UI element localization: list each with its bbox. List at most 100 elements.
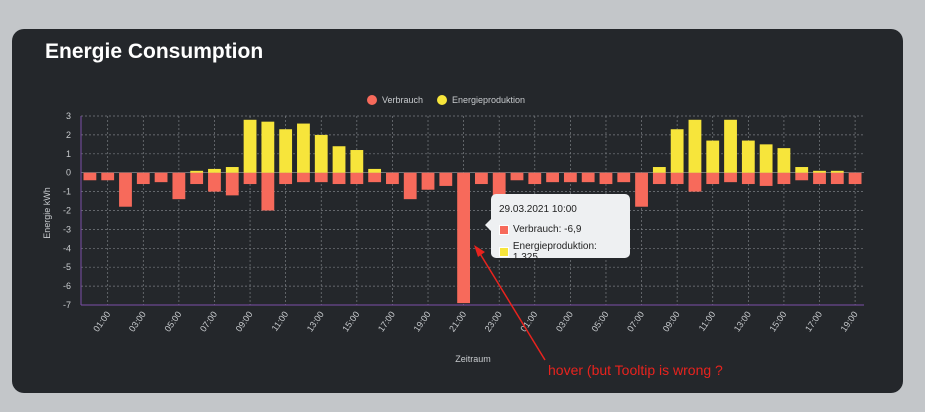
x-tick-label: 13:00 xyxy=(305,309,326,333)
bar-energieproduktion[interactable] xyxy=(208,168,221,173)
bar-verbrauch[interactable] xyxy=(759,172,773,186)
bar-verbrauch[interactable] xyxy=(225,172,239,196)
y-tick-label: -2 xyxy=(63,206,71,216)
bar-verbrauch[interactable] xyxy=(688,172,702,192)
bar-verbrauch[interactable] xyxy=(813,172,826,185)
x-tick-labels: 01:00 03:00 05:00 07:00 09:00 11:00 13:00 15:00… xyxy=(91,309,860,333)
bar-energieproduktion[interactable] xyxy=(777,148,791,173)
x-axis-label: Zeitraum xyxy=(455,354,491,364)
bar-verbrauch[interactable] xyxy=(243,172,257,185)
bar-verbrauch[interactable] xyxy=(386,172,399,185)
bar-verbrauch[interactable] xyxy=(510,172,524,181)
bar-verbrauch[interactable] xyxy=(421,172,435,190)
legend-swatch-verbrauch[interactable] xyxy=(367,95,377,105)
bar-energieproduktion[interactable] xyxy=(368,168,382,173)
bar-energieproduktion[interactable] xyxy=(225,167,239,173)
bar-verbrauch[interactable] xyxy=(314,172,328,183)
bar-energieproduktion[interactable] xyxy=(314,134,328,173)
y-tick-label: -3 xyxy=(63,224,71,234)
bar-energieproduktion[interactable] xyxy=(830,170,844,173)
bar-verbrauch[interactable] xyxy=(154,172,168,183)
bar-verbrauch[interactable] xyxy=(457,172,471,304)
bar-verbrauch[interactable] xyxy=(492,172,506,196)
bar-energieproduktion[interactable] xyxy=(759,144,773,173)
tooltip-row-energieproduktion: Energieproduktion: 1,325 xyxy=(499,241,623,263)
bar-verbrauch[interactable] xyxy=(830,172,844,185)
bar-verbrauch[interactable] xyxy=(635,172,648,207)
axes xyxy=(80,116,864,306)
bar-verbrauch[interactable] xyxy=(332,172,346,185)
bar-verbrauch[interactable] xyxy=(795,172,809,181)
y-tick-label: -1 xyxy=(63,187,71,197)
y-tick-label: -6 xyxy=(63,281,71,291)
bar-energieproduktion[interactable] xyxy=(795,167,809,173)
bar-verbrauch[interactable] xyxy=(777,172,791,185)
tooltip-verbrauch-text: Verbrauch: -6,9 xyxy=(513,224,582,235)
bar-verbrauch[interactable] xyxy=(439,172,453,186)
legend[interactable]: Verbrauch Energieproduktion xyxy=(367,95,525,105)
bar-verbrauch[interactable] xyxy=(741,172,755,185)
bar-verbrauch[interactable] xyxy=(528,172,542,185)
bar-verbrauch[interactable] xyxy=(599,172,613,185)
legend-swatch-energieproduktion[interactable] xyxy=(437,95,447,105)
bar-verbrauch[interactable] xyxy=(101,172,115,181)
bar-verbrauch[interactable] xyxy=(83,172,97,181)
y-tick-label: 0 xyxy=(66,168,71,178)
bar-verbrauch[interactable] xyxy=(848,172,862,185)
bar-energieproduktion[interactable] xyxy=(279,129,293,173)
bar-energieproduktion[interactable] xyxy=(190,170,204,173)
x-tick-label: 23:00 xyxy=(483,309,504,333)
bar-energieproduktion[interactable] xyxy=(724,119,737,173)
tooltip-row-verbrauch: Verbrauch: -6,9 xyxy=(499,224,623,235)
bar-verbrauch[interactable] xyxy=(546,172,559,183)
bar-energieproduktion[interactable] xyxy=(813,170,826,173)
x-tick-label: 05:00 xyxy=(162,309,183,333)
y-tick-label: 3 xyxy=(66,111,71,121)
y-tick-label: -7 xyxy=(63,300,71,310)
bar-energieproduktion[interactable] xyxy=(706,140,720,173)
bar-energieproduktion[interactable] xyxy=(243,119,257,173)
x-tick-label: 19:00 xyxy=(839,309,860,333)
bar-verbrauch[interactable] xyxy=(474,172,488,185)
bar-verbrauch[interactable] xyxy=(581,172,595,183)
bar-verbrauch[interactable] xyxy=(119,172,132,207)
tooltip-swatch-energieproduktion xyxy=(499,247,509,257)
bar-verbrauch[interactable] xyxy=(652,172,666,185)
x-tick-label: 17:00 xyxy=(376,309,397,333)
x-tick-label: 03:00 xyxy=(554,309,575,333)
x-tick-label: 03:00 xyxy=(127,309,148,333)
bar-energieproduktion[interactable] xyxy=(652,167,666,173)
bar-verbrauch[interactable] xyxy=(208,172,221,192)
y-axis-label: Energie kWh xyxy=(42,187,52,239)
bar-verbrauch[interactable] xyxy=(706,172,720,185)
bar-verbrauch[interactable] xyxy=(297,172,310,183)
x-tick-label: 01:00 xyxy=(91,309,112,333)
x-tick-label: 07:00 xyxy=(198,309,219,333)
bar-energieproduktion[interactable] xyxy=(670,129,684,173)
bar-energieproduktion[interactable] xyxy=(297,123,310,173)
bar-verbrauch[interactable] xyxy=(136,172,150,185)
bar-energieproduktion[interactable] xyxy=(350,150,364,173)
bar-verbrauch[interactable] xyxy=(279,172,293,185)
bar-verbrauch[interactable] xyxy=(724,172,737,183)
chart-tooltip: 29.03.2021 10:00 Verbrauch: -6,9 Energie… xyxy=(485,194,630,263)
bar-energieproduktion[interactable] xyxy=(261,121,275,173)
bar-verbrauch[interactable] xyxy=(617,172,631,183)
bar-verbrauch[interactable] xyxy=(172,172,186,200)
bar-verbrauch[interactable] xyxy=(190,172,204,185)
bar-energieproduktion[interactable] xyxy=(332,146,346,173)
x-tick-label: 05:00 xyxy=(589,309,610,333)
bar-verbrauch[interactable] xyxy=(368,172,382,183)
bar-verbrauch[interactable] xyxy=(261,172,275,211)
annotation-text: hover (but Tooltip is wrong ? xyxy=(548,362,723,378)
bar-energieproduktion[interactable] xyxy=(741,140,755,173)
legend-label-verbrauch[interactable]: Verbrauch xyxy=(382,95,423,105)
bar-verbrauch[interactable] xyxy=(563,172,577,183)
bar-verbrauch[interactable] xyxy=(350,172,364,185)
bar-energieproduktion[interactable] xyxy=(688,119,702,173)
legend-label-energieproduktion[interactable]: Energieproduktion xyxy=(452,95,525,105)
bar-verbrauch[interactable] xyxy=(670,172,684,185)
tooltip-swatch-verbrauch xyxy=(499,224,509,235)
bars xyxy=(83,119,862,304)
bar-verbrauch[interactable] xyxy=(403,172,417,200)
